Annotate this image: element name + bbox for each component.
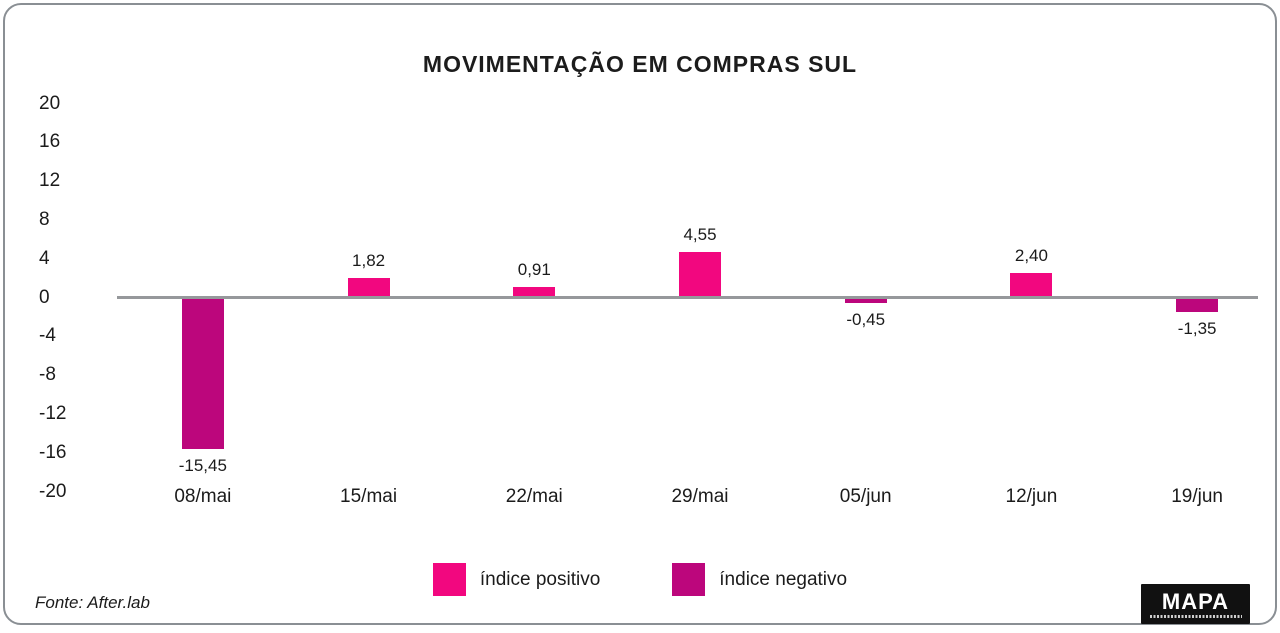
x-axis-category-label: 29/mai [671, 486, 729, 507]
y-axis-tick-label: 4 [39, 247, 50, 269]
legend-swatch-icon [432, 563, 466, 596]
y-axis-tick-label: -20 [39, 480, 67, 502]
x-axis-category-label: 22/mai [505, 486, 563, 507]
bar [844, 299, 887, 303]
x-axis-category-label: 08/mai [174, 486, 232, 507]
mapa-logo-tagline [1149, 614, 1242, 618]
y-axis-tick-label: -8 [39, 364, 56, 386]
y-axis-tick-label: 0 [39, 286, 50, 308]
legend-label: índice negativo [719, 568, 848, 590]
mapa-logo-text: MAPA [1161, 588, 1230, 614]
chart-card: MOVIMENTAÇÃO EM COMPRAS SUL 20 16 12 8 4 0 -4 -… [3, 3, 1277, 625]
legend: índice positivo índice negativo [5, 563, 1275, 596]
x-axis-category-label: 19/jun [1171, 486, 1224, 507]
bar-value-label: 1,82 [352, 251, 386, 270]
y-axis-tick-label: -4 [39, 325, 56, 347]
legend-entry: índice positivo [432, 563, 601, 596]
x-axis-category-label: 05/jun [839, 486, 892, 507]
bar [1176, 299, 1219, 312]
y-axis-tick-label: 20 [39, 92, 61, 114]
source-text: Fonte: After.lab [35, 593, 150, 612]
plot-area: 20 16 12 8 4 0 -4 -8 -12 -16 -20 -15,45 08/mai 1,82 15… [5, 5, 1280, 633]
legend-entry: índice negativo [672, 563, 847, 596]
bar [181, 299, 224, 449]
mapa-logo: MAPA [1141, 584, 1250, 624]
bar-value-label: -15,45 [178, 456, 227, 475]
bar-value-label: 0,91 [517, 260, 551, 279]
x-axis-category-label: 15/mai [340, 486, 398, 507]
y-axis-tick-label: 12 [39, 170, 61, 192]
chart-title: MOVIMENTAÇÃO EM COMPRAS SUL [422, 51, 858, 77]
bar-value-label: -0,45 [846, 310, 886, 329]
y-axis-tick-label: 16 [39, 131, 61, 153]
bar [347, 278, 390, 296]
bar-value-label: -1,35 [1177, 319, 1217, 338]
x-axis-line [117, 296, 1258, 299]
bar [679, 252, 721, 296]
y-axis-tick-label: -12 [39, 402, 67, 424]
y-axis-tick-label: 8 [39, 208, 50, 230]
y-axis-tick-label: -16 [39, 441, 67, 463]
x-axis-category-label: 12/jun [1005, 486, 1058, 507]
bar [513, 287, 556, 296]
bar-value-label: 4,55 [683, 225, 717, 244]
bar [1010, 273, 1053, 296]
bar-value-label: 2,40 [1014, 246, 1048, 265]
legend-label: índice positivo [479, 568, 601, 590]
legend-swatch-icon [672, 563, 706, 596]
